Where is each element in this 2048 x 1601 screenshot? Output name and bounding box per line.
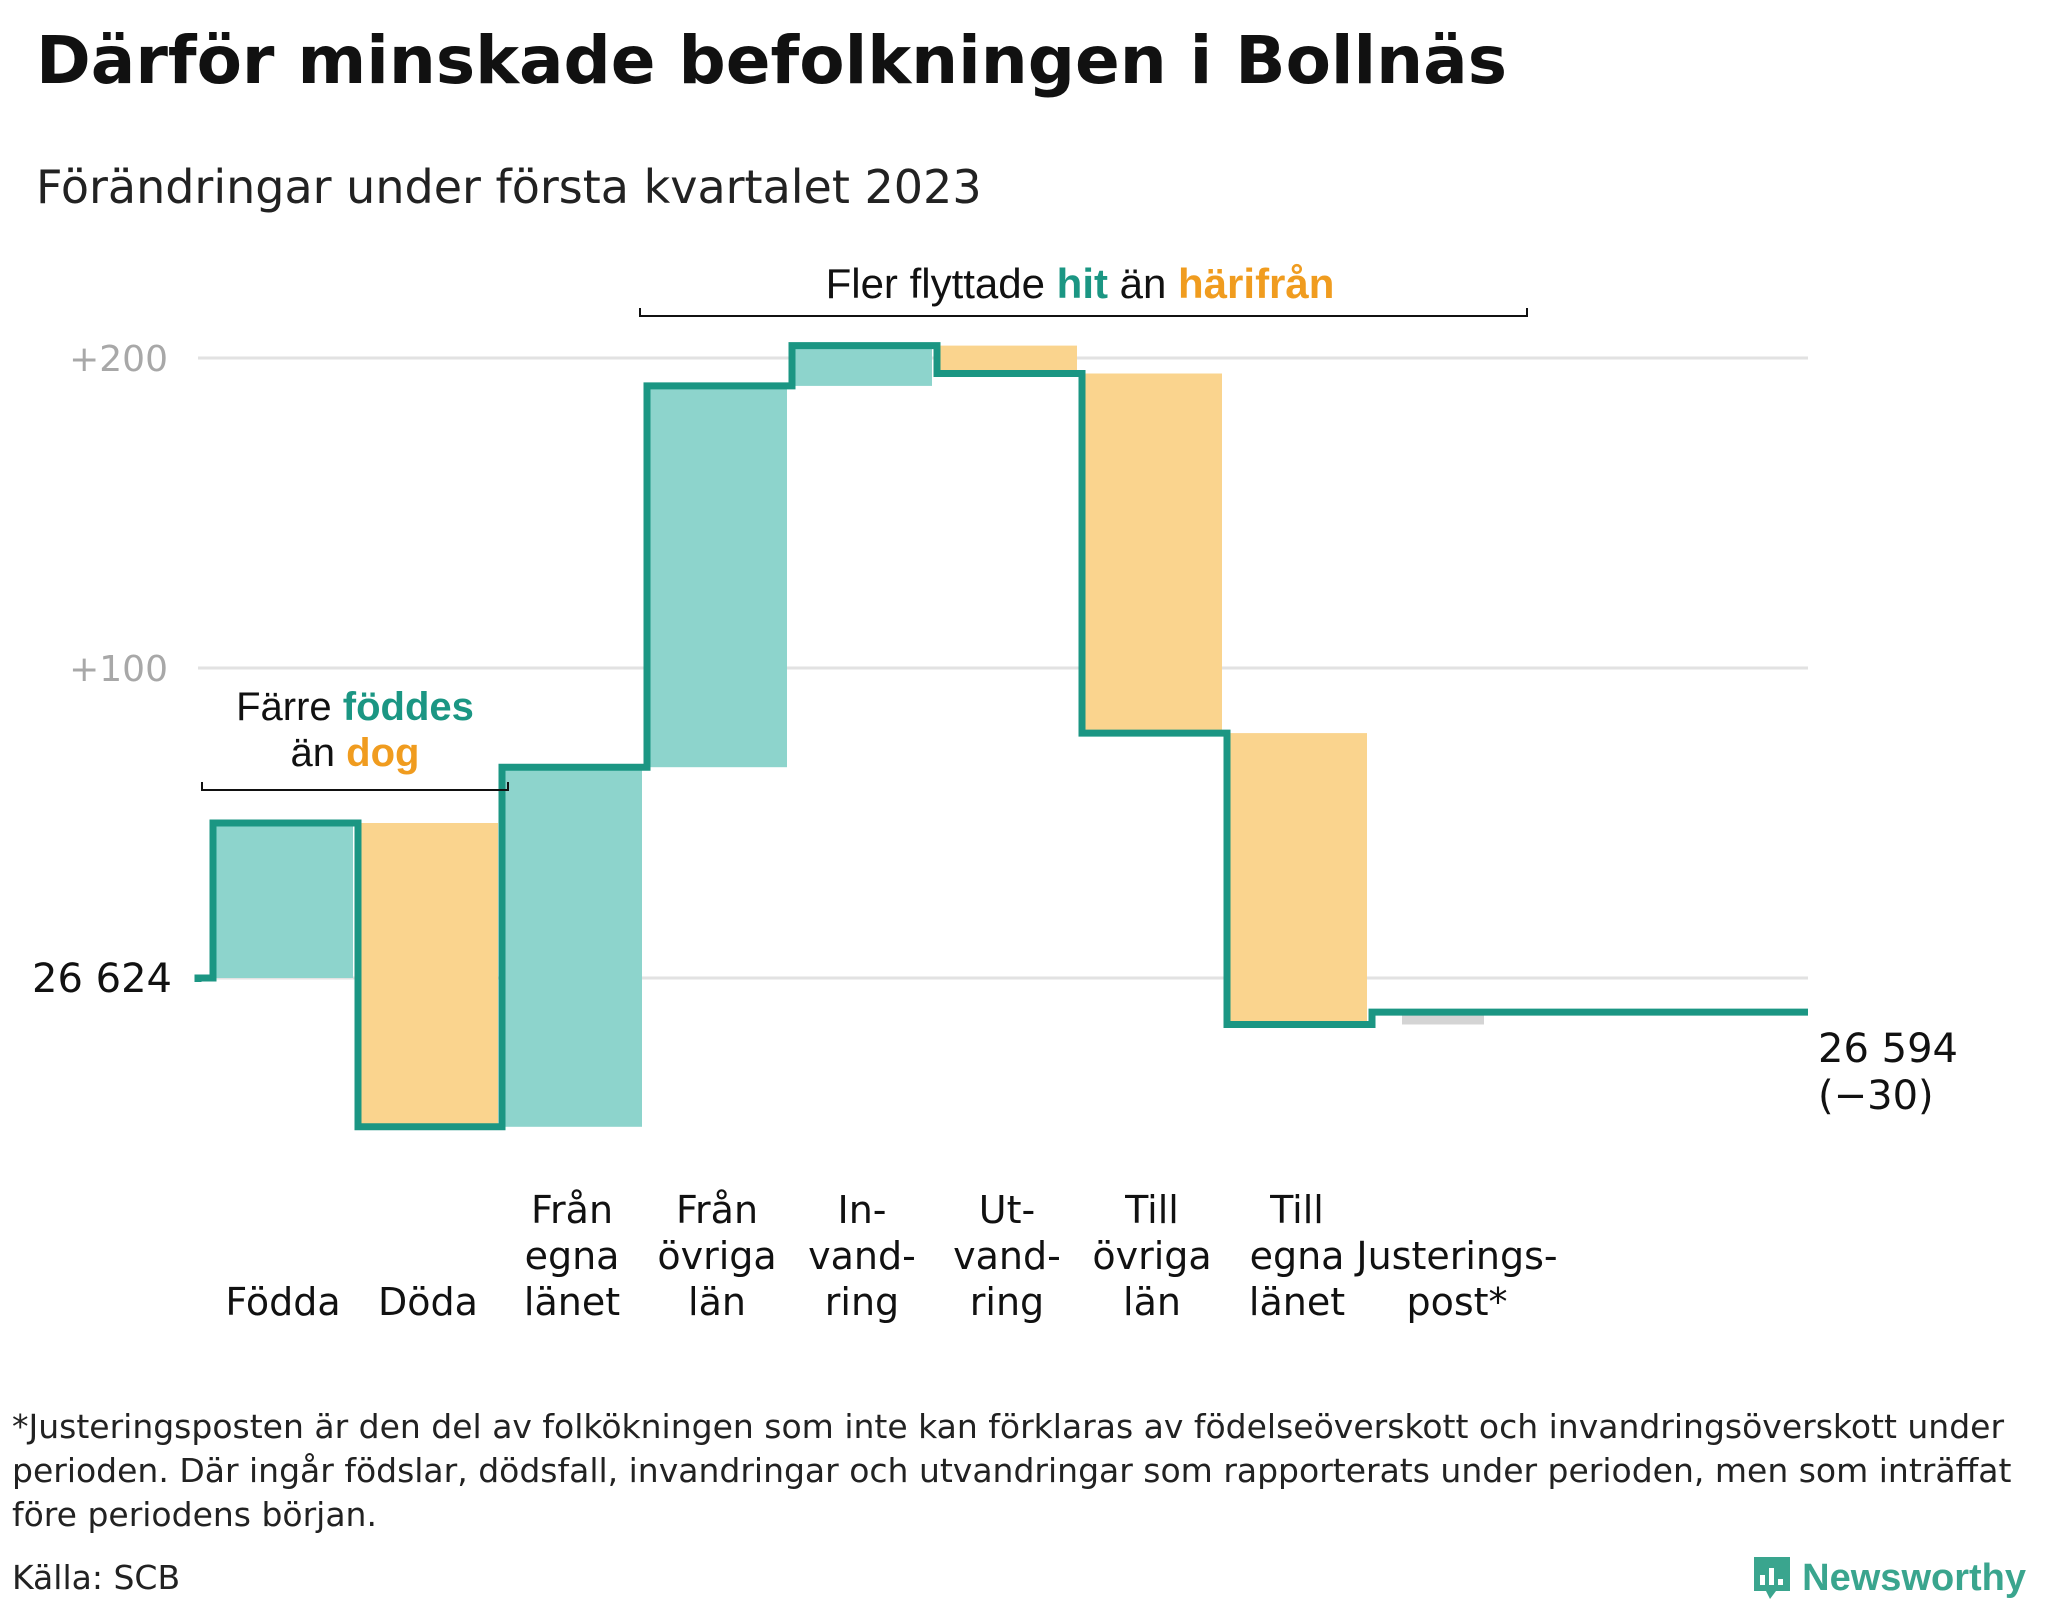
annotation-migration: Fler flyttade hit än härifrån	[826, 260, 1335, 307]
end-change-label: (−30)	[1818, 1073, 1934, 1119]
waterfall-bar	[792, 345, 932, 386]
category-label: ring	[970, 1280, 1044, 1324]
category-label: vand-	[808, 1234, 916, 1278]
category-label: egna	[1250, 1234, 1345, 1278]
category-label: län	[1123, 1280, 1181, 1324]
waterfall-bar	[1082, 373, 1222, 734]
cumulative-step-line	[194, 342, 1808, 1131]
page-title: Därför minskade befolkningen i Bollnäs	[36, 22, 1507, 99]
category-label: län	[688, 1280, 746, 1324]
annotation-birth-death-line2: än dog	[291, 731, 420, 775]
subtitle: Förändringar under första kvartalet 2023	[36, 160, 982, 214]
category-label: övriga	[1092, 1234, 1211, 1278]
waterfall-bar	[213, 823, 353, 978]
category-label: länet	[1249, 1280, 1345, 1324]
category-label: Till	[1124, 1188, 1179, 1232]
annotation-bracket	[201, 782, 509, 791]
waterfall-bar	[937, 345, 1077, 374]
category-label: Justerings-	[1354, 1234, 1557, 1278]
y-tick-label: +100	[69, 649, 168, 690]
category-label: Från	[676, 1188, 758, 1232]
category-label: Födda	[225, 1280, 340, 1324]
waterfall-bar	[358, 823, 498, 1127]
brand-name: Newsworthy	[1802, 1556, 2026, 1599]
category-label: vand-	[953, 1234, 1061, 1278]
annotation-bracket	[639, 308, 1528, 317]
annotation-birth-death-line1: Färre föddes	[236, 685, 474, 729]
category-label: Från	[531, 1188, 613, 1232]
waterfall-bar	[647, 385, 787, 768]
category-label: Till	[1269, 1188, 1324, 1232]
start-value-label: 26 624	[32, 956, 172, 1002]
category-label: post*	[1406, 1280, 1507, 1324]
end-value-label: 26 594	[1818, 1026, 1958, 1072]
waterfall-bar	[502, 767, 642, 1127]
y-tick-label: +200	[69, 339, 168, 380]
category-label: övriga	[657, 1234, 776, 1278]
category-label: In-	[837, 1188, 886, 1232]
footnote: *Justeringsposten är den del av folkökni…	[12, 1407, 2012, 1534]
bar-chart-speech-bubble-icon	[1754, 1557, 1791, 1599]
category-label: Ut-	[979, 1188, 1035, 1232]
category-label: ring	[825, 1280, 899, 1324]
category-label: länet	[524, 1280, 620, 1324]
category-label: egna	[525, 1234, 620, 1278]
source-note: Källa: SCB	[12, 1558, 181, 1597]
brand-logo: Newsworthy	[1752, 1555, 2026, 1601]
waterfall-bar	[1227, 733, 1367, 1025]
category-label: Döda	[378, 1280, 478, 1324]
